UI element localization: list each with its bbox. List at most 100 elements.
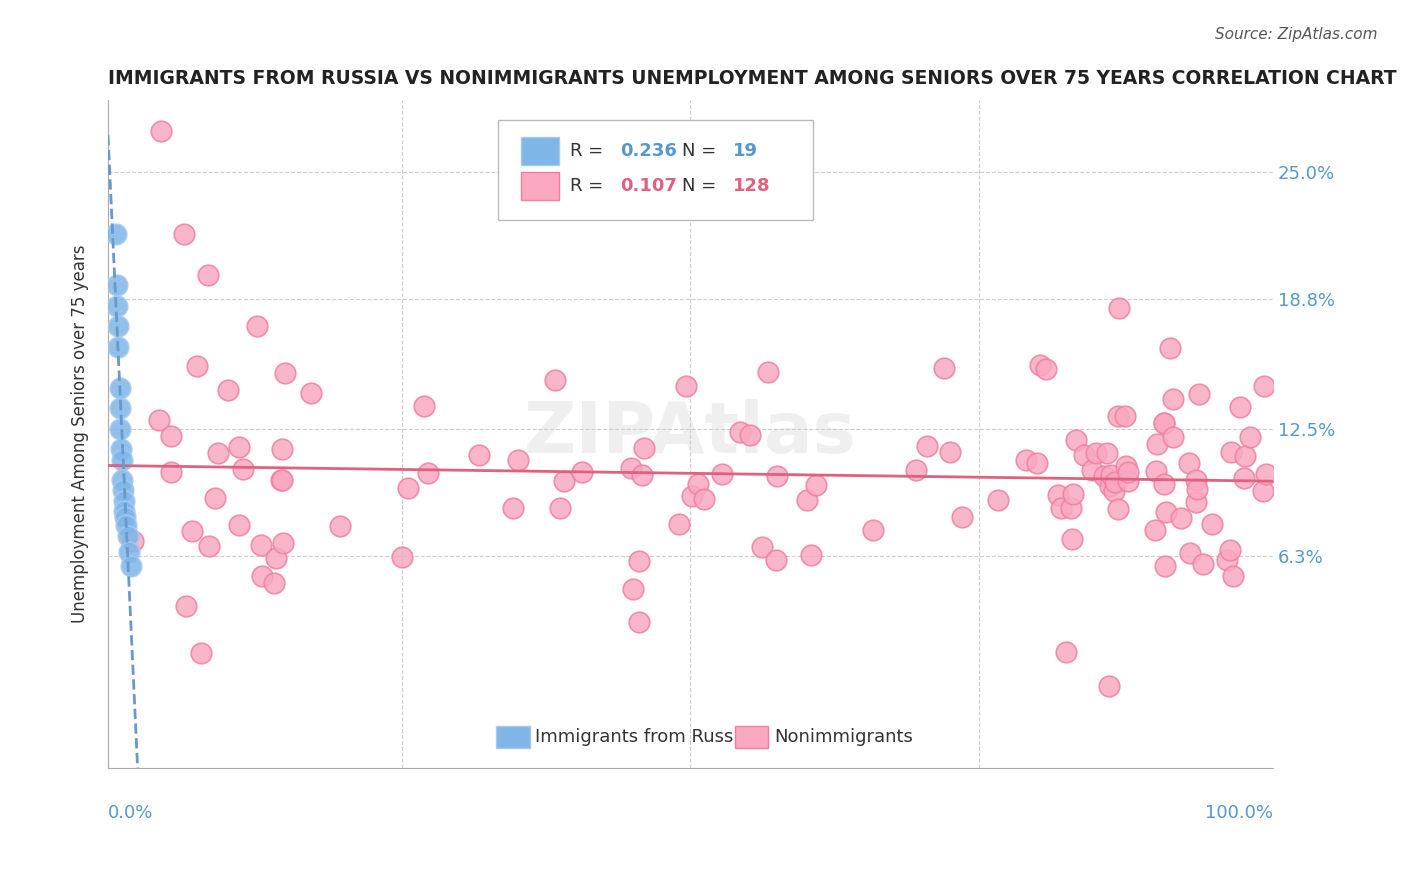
Nonimmigrants: [160, 428, 183, 442]
Nonimmigrants: [1253, 378, 1275, 392]
FancyBboxPatch shape: [496, 726, 530, 747]
Nonimmigrants: [1115, 459, 1137, 474]
Nonimmigrants: [758, 365, 780, 379]
Nonimmigrants: [1081, 462, 1104, 476]
Nonimmigrants: [1095, 445, 1118, 459]
Nonimmigrants: [1062, 487, 1084, 501]
Nonimmigrants: [675, 379, 697, 393]
Nonimmigrants: [1146, 437, 1168, 451]
Nonimmigrants: [246, 319, 269, 334]
Nonimmigrants: [1153, 416, 1175, 430]
Nonimmigrants: [250, 538, 273, 552]
Immigrants from Russia: [108, 401, 131, 416]
Nonimmigrants: [1054, 645, 1077, 659]
Nonimmigrants: [1107, 502, 1129, 516]
Immigrants from Russia: [115, 518, 138, 533]
Nonimmigrants: [1025, 456, 1047, 470]
Immigrants from Russia: [111, 483, 134, 498]
Text: 0.236: 0.236: [620, 142, 678, 160]
Nonimmigrants: [217, 384, 239, 398]
Nonimmigrants: [1143, 524, 1166, 538]
Nonimmigrants: [915, 439, 938, 453]
Immigrants from Russia: [112, 493, 135, 508]
Nonimmigrants: [416, 466, 439, 480]
Nonimmigrants: [571, 465, 593, 479]
Nonimmigrants: [1161, 392, 1184, 407]
Nonimmigrants: [1116, 474, 1139, 488]
Nonimmigrants: [1098, 479, 1121, 493]
Nonimmigrants: [710, 467, 733, 482]
Title: IMMIGRANTS FROM RUSSIA VS NONIMMIGRANTS UNEMPLOYMENT AMONG SENIORS OVER 75 YEARS: IMMIGRANTS FROM RUSSIA VS NONIMMIGRANTS …: [108, 69, 1396, 87]
Nonimmigrants: [271, 473, 294, 487]
Nonimmigrants: [1188, 387, 1211, 401]
Nonimmigrants: [1092, 469, 1115, 483]
Text: ZIPAtlas: ZIPAtlas: [524, 400, 856, 468]
Immigrants from Russia: [107, 340, 129, 354]
Nonimmigrants: [159, 466, 181, 480]
Nonimmigrants: [1184, 495, 1206, 509]
Nonimmigrants: [204, 491, 226, 505]
Nonimmigrants: [1192, 558, 1215, 572]
Nonimmigrants: [544, 373, 567, 387]
Nonimmigrants: [173, 227, 195, 241]
Text: Source: ZipAtlas.com: Source: ZipAtlas.com: [1215, 27, 1378, 42]
Immigrants from Russia: [111, 473, 134, 487]
Nonimmigrants: [1029, 358, 1052, 372]
Nonimmigrants: [1178, 546, 1201, 560]
Nonimmigrants: [271, 442, 294, 456]
Text: 100.0%: 100.0%: [1205, 805, 1272, 822]
Nonimmigrants: [796, 492, 818, 507]
Nonimmigrants: [738, 427, 761, 442]
Nonimmigrants: [181, 524, 204, 539]
Text: R =: R =: [571, 142, 609, 160]
Nonimmigrants: [1064, 433, 1087, 447]
Nonimmigrants: [1233, 471, 1256, 485]
Nonimmigrants: [198, 540, 221, 554]
Nonimmigrants: [1153, 477, 1175, 491]
Immigrants from Russia: [117, 528, 139, 542]
Immigrants from Russia: [105, 227, 128, 241]
Nonimmigrants: [1060, 532, 1083, 546]
Nonimmigrants: [190, 646, 212, 660]
Immigrants from Russia: [108, 381, 131, 395]
Nonimmigrants: [1104, 483, 1126, 498]
Nonimmigrants: [264, 551, 287, 566]
Nonimmigrants: [1153, 416, 1175, 430]
FancyBboxPatch shape: [522, 172, 558, 201]
Nonimmigrants: [620, 460, 643, 475]
Nonimmigrants: [197, 268, 219, 282]
Nonimmigrants: [765, 553, 787, 567]
Nonimmigrants: [1098, 679, 1121, 693]
Text: 0.107: 0.107: [620, 178, 678, 195]
Nonimmigrants: [207, 445, 229, 459]
Nonimmigrants: [186, 359, 208, 374]
Nonimmigrants: [730, 425, 752, 440]
Nonimmigrants: [1107, 409, 1129, 423]
Nonimmigrants: [1229, 400, 1251, 414]
Nonimmigrants: [693, 491, 716, 506]
Nonimmigrants: [391, 550, 413, 565]
Immigrants from Russia: [118, 545, 141, 559]
Nonimmigrants: [804, 478, 827, 492]
Nonimmigrants: [396, 482, 419, 496]
Text: Immigrants from Russia: Immigrants from Russia: [536, 728, 749, 746]
Nonimmigrants: [506, 453, 529, 467]
Nonimmigrants: [299, 386, 322, 401]
Nonimmigrants: [1163, 430, 1185, 444]
Nonimmigrants: [631, 468, 654, 483]
Nonimmigrants: [329, 519, 352, 533]
Immigrants from Russia: [114, 510, 136, 524]
Nonimmigrants: [751, 540, 773, 554]
Nonimmigrants: [862, 524, 884, 538]
Nonimmigrants: [1219, 543, 1241, 558]
Nonimmigrants: [232, 462, 254, 476]
Nonimmigrants: [502, 501, 524, 516]
Y-axis label: Unemployment Among Seniors over 75 years: Unemployment Among Seniors over 75 years: [72, 244, 89, 624]
Immigrants from Russia: [107, 319, 129, 334]
Nonimmigrants: [413, 399, 436, 413]
Nonimmigrants: [1234, 449, 1257, 463]
Nonimmigrants: [1153, 558, 1175, 573]
Nonimmigrants: [905, 463, 928, 477]
Nonimmigrants: [1073, 448, 1095, 462]
Nonimmigrants: [1035, 362, 1057, 376]
